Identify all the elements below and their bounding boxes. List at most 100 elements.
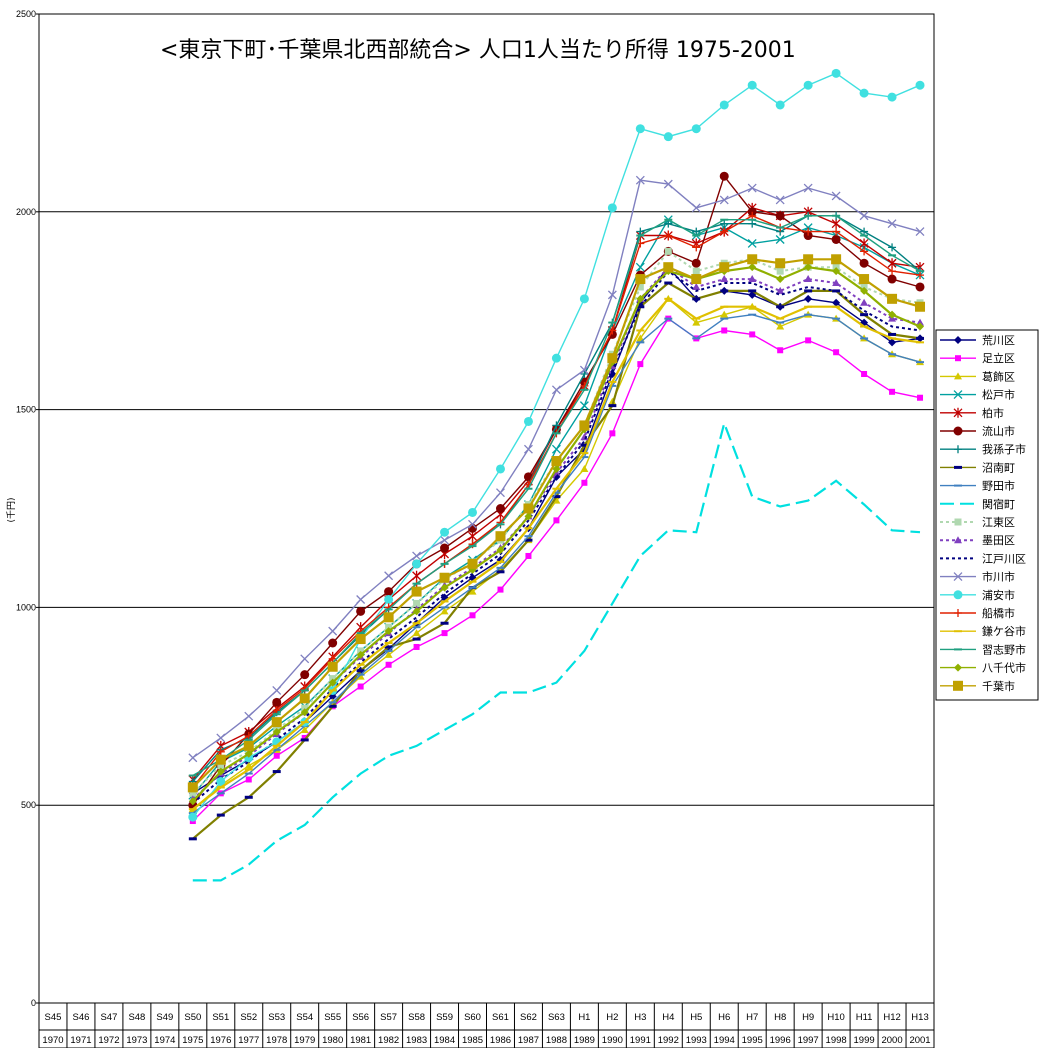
data-point — [272, 748, 281, 751]
gridlines — [39, 211, 934, 806]
data-point — [188, 797, 197, 806]
legend-label: 沼南町 — [982, 460, 1015, 474]
legend-item: 沼南町 — [940, 460, 1015, 474]
series-line — [192, 269, 921, 804]
data-point — [720, 317, 729, 320]
data-point — [272, 697, 282, 707]
data-point — [636, 294, 645, 303]
data-point — [328, 689, 337, 692]
legend-swatch-marker — [953, 590, 963, 600]
data-point — [608, 397, 617, 405]
series-lines — [187, 68, 926, 882]
data-point — [719, 195, 729, 205]
legend-label: 松戸市 — [982, 388, 1015, 402]
data-point — [467, 558, 478, 569]
y-tick-label: 500 — [21, 800, 36, 810]
legend-label: 船橋市 — [982, 606, 1015, 620]
data-point — [551, 385, 561, 395]
data-point — [692, 318, 701, 326]
data-point — [328, 704, 337, 708]
data-point — [300, 721, 309, 724]
data-point — [327, 661, 338, 672]
data-point — [468, 586, 477, 589]
legend-item: 流山市 — [940, 424, 1015, 438]
series-13 — [188, 175, 925, 763]
data-point — [748, 219, 757, 228]
data-point — [832, 317, 841, 320]
legend-item: 足立区 — [940, 351, 1015, 365]
data-point — [887, 258, 897, 269]
data-point — [384, 642, 393, 645]
x-tick-year-label: 1993 — [686, 1035, 707, 1046]
data-point — [552, 432, 561, 435]
data-point — [664, 218, 673, 221]
data-point — [860, 247, 869, 256]
x-tick-year-label: 1990 — [602, 1035, 623, 1046]
data-point — [272, 770, 281, 774]
data-point — [748, 263, 757, 272]
series-line — [192, 419, 921, 882]
legend-item: 船橋市 — [940, 606, 1015, 620]
x-tick-era-label: S51 — [212, 1012, 229, 1023]
data-point — [301, 734, 308, 741]
data-point — [720, 275, 729, 283]
x-tick-era-label: S52 — [240, 1012, 257, 1023]
legend-swatch-marker — [953, 426, 963, 436]
data-point — [356, 669, 365, 673]
data-point — [469, 612, 476, 619]
data-point — [552, 495, 561, 499]
chart-title: <東京下町･千葉県北西部統合> 人口1人当たり所得 1975-2001 — [160, 38, 796, 63]
data-point — [412, 626, 421, 629]
data-point — [859, 238, 869, 249]
data-point — [888, 254, 897, 257]
legend-box — [935, 329, 1039, 701]
x-tick-year-label: 2000 — [881, 1035, 902, 1046]
legend-swatch-marker — [953, 572, 963, 582]
data-point — [440, 527, 450, 537]
data-point — [720, 289, 729, 293]
legend-label: 柏市 — [982, 406, 1004, 420]
data-point — [775, 258, 786, 269]
data-point — [888, 267, 897, 276]
data-point — [523, 416, 533, 426]
data-point — [439, 572, 450, 583]
data-point — [776, 317, 785, 320]
data-point — [888, 338, 897, 347]
data-point — [216, 786, 225, 789]
data-point — [412, 637, 421, 641]
x-tick-year-label: 1994 — [714, 1035, 735, 1046]
x-tick-era-label: H2 — [606, 1012, 618, 1023]
data-point — [859, 274, 870, 285]
data-point — [328, 701, 337, 704]
data-point — [524, 535, 533, 538]
data-point — [580, 369, 589, 378]
data-point — [832, 298, 841, 307]
data-point — [496, 560, 505, 563]
x-tick-year-label: 1976 — [210, 1035, 231, 1046]
x-tick-year-label: 1975 — [182, 1035, 203, 1046]
series-9 — [192, 419, 921, 882]
data-point — [915, 227, 925, 237]
data-point — [860, 227, 869, 236]
data-point — [356, 650, 365, 659]
data-point — [216, 813, 225, 817]
data-point — [244, 772, 253, 775]
data-point — [551, 353, 561, 363]
legend-swatch-marker — [954, 465, 962, 469]
data-point — [580, 388, 589, 391]
data-point — [299, 693, 310, 704]
data-point — [383, 612, 394, 623]
legend-label: 墨田区 — [982, 534, 1015, 547]
x-tick-era-label: S55 — [324, 1012, 341, 1023]
data-point — [804, 214, 813, 217]
x-tick-year-label: 1982 — [378, 1035, 399, 1046]
data-point — [272, 686, 282, 695]
data-point — [915, 282, 925, 292]
data-point — [497, 586, 504, 593]
data-point — [887, 293, 898, 304]
data-point — [244, 768, 253, 771]
data-point — [441, 630, 448, 637]
data-point — [413, 599, 421, 607]
data-point — [215, 754, 226, 765]
x-tick-year-label: 1996 — [770, 1035, 791, 1046]
